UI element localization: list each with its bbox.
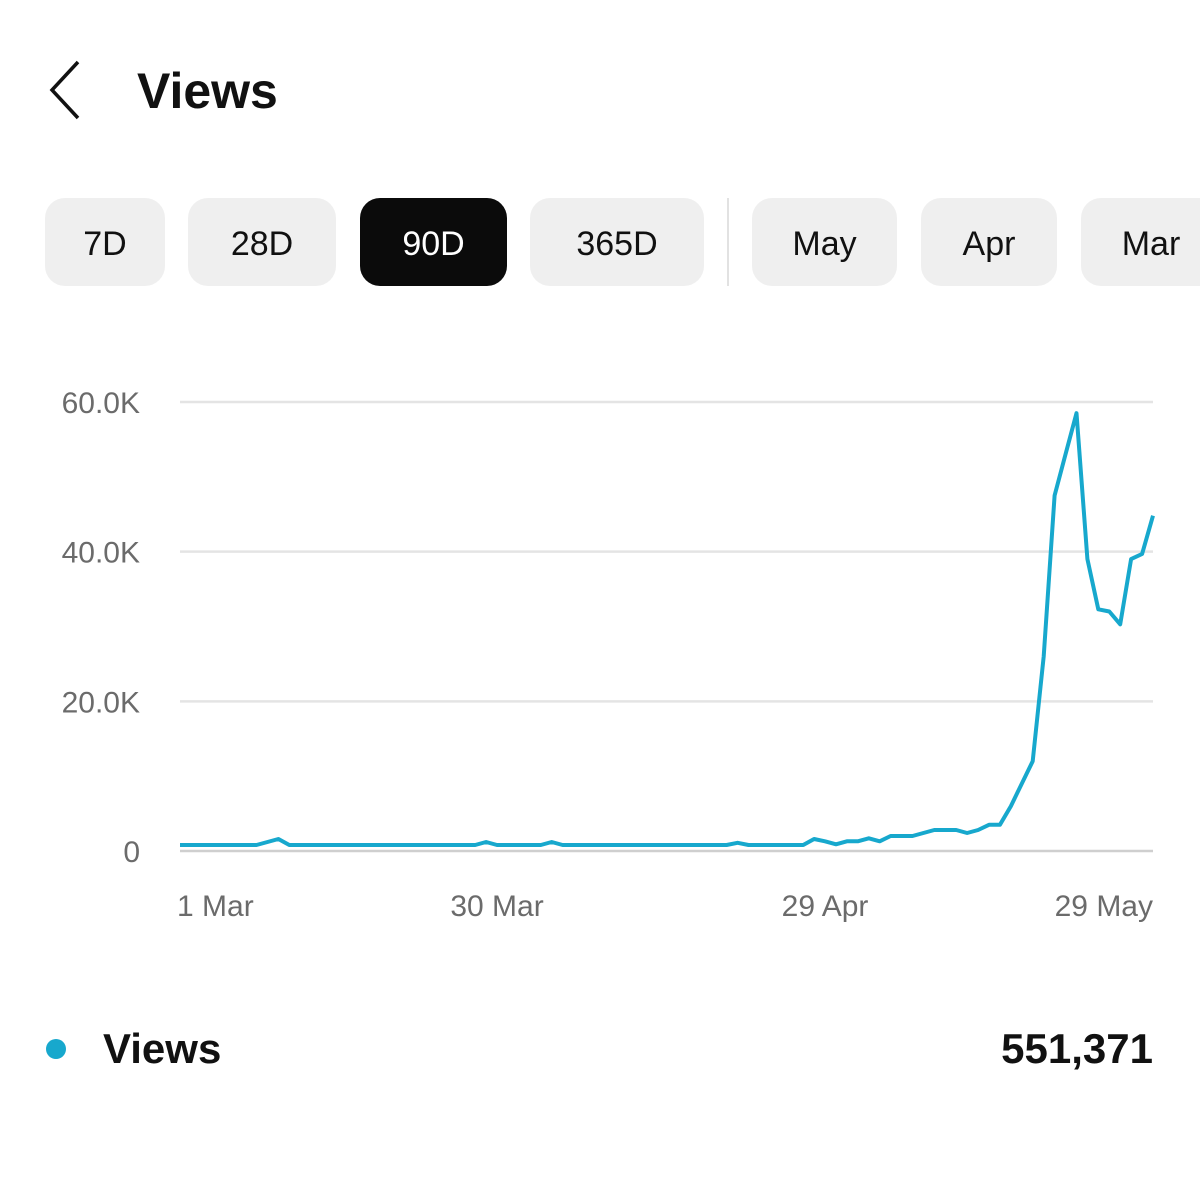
tab[interactable]: [921, 198, 1057, 286]
tab[interactable]: [752, 198, 897, 286]
tab[interactable]: [45, 198, 165, 286]
back-button[interactable]: [49, 60, 80, 120]
tab-label: 28D: [231, 225, 293, 263]
tab[interactable]: [1081, 198, 1200, 286]
x-tick-label: 30 Mar: [450, 890, 543, 923]
y-tick-label: 20.0K: [62, 686, 140, 719]
tab-label: 365D: [576, 225, 657, 263]
x-tick-label: 29 Apr: [782, 890, 869, 923]
tab-label: Apr: [963, 225, 1016, 263]
y-tick-label: 60.0K: [62, 387, 140, 420]
tab-label: 90D: [402, 225, 464, 263]
tab[interactable]: [360, 198, 507, 286]
x-tick-label: 1 Mar: [177, 890, 254, 923]
tab[interactable]: [188, 198, 336, 286]
legend-label: Views: [103, 1025, 221, 1072]
tab-label: Mar: [1122, 225, 1181, 263]
line: [180, 411, 1155, 847]
tab[interactable]: [530, 198, 704, 286]
x-tick-label: 29 May: [1055, 890, 1153, 923]
total-value: 551,371: [1001, 1025, 1153, 1072]
page-title: Views: [137, 63, 278, 119]
tab-label: May: [792, 225, 856, 263]
y-tick-label: 40.0K: [62, 537, 140, 570]
y-tick-label: 0: [123, 836, 140, 869]
tab-label: 7D: [83, 225, 126, 263]
legend-marker: [46, 1039, 66, 1059]
